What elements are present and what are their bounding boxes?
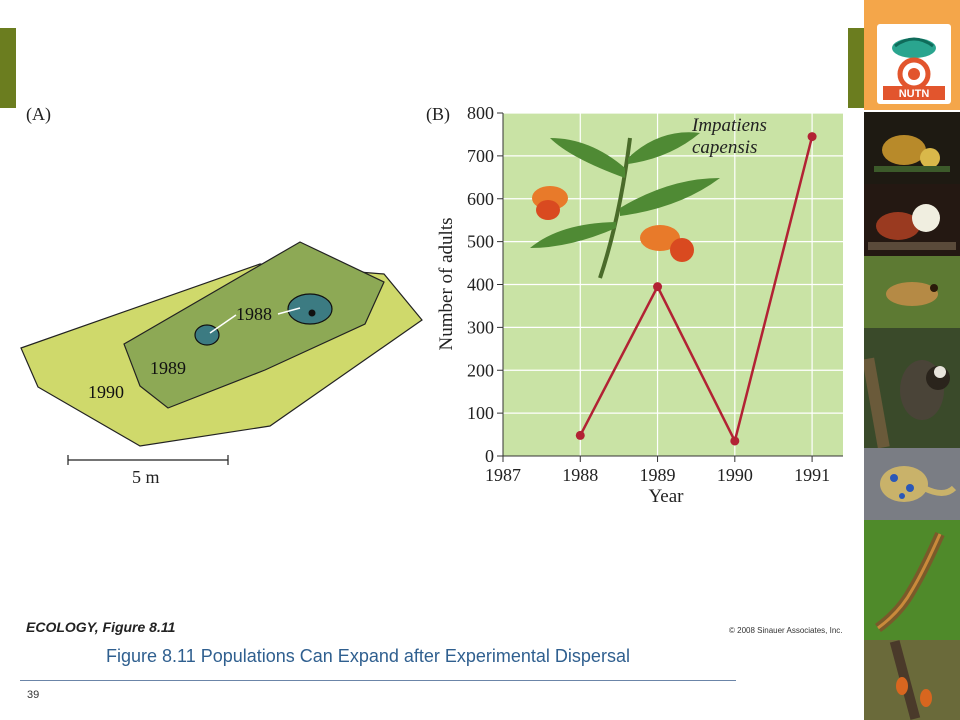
x-tick-label: 1989: [640, 465, 676, 485]
annotation-line-1: Impatiens: [691, 115, 767, 136]
x-tick-labels: 1987 1988 1989 1990 1991: [485, 456, 830, 485]
photo-salamander: [864, 520, 960, 640]
area-1989: [123, 241, 385, 409]
right-accent-bar: [848, 28, 864, 108]
photo-frog-red: [864, 184, 960, 256]
photo-octopus: [864, 448, 960, 520]
monkey-photo: [864, 328, 960, 448]
y-tick-label: 800: [467, 103, 494, 123]
footer-divider: [20, 680, 736, 681]
data-point: [653, 282, 663, 292]
y-tick-labels: 0 100 200 300 400 500 600 700 800: [467, 103, 503, 466]
figure-title-number: Figure 8.11: [98, 619, 176, 635]
y-tick-label: 500: [467, 232, 494, 252]
photo-monkey: [864, 328, 960, 448]
salamander-photo: [864, 520, 960, 640]
x-tick-label: 1990: [717, 465, 753, 485]
left-accent-bar: [0, 28, 16, 108]
y-axis-title: Number of adults: [436, 218, 457, 351]
data-point: [730, 436, 740, 446]
scale-bar: [67, 455, 229, 465]
slide-caption: Figure 8.11 Populations Can Expand after…: [106, 646, 630, 666]
y-tick-label: 400: [467, 275, 494, 295]
y-tick-label: 0: [485, 446, 494, 466]
photo-frog-brown: [864, 256, 960, 328]
label-1990: 1990: [88, 382, 124, 402]
figure-title-book: ECOLOGY,: [26, 619, 99, 635]
data-point: [807, 132, 817, 142]
panel-a-label: (A): [26, 104, 51, 124]
brown-frog-photo: [864, 256, 960, 328]
logo-text: NUTN: [899, 88, 930, 100]
photo-beetles: [864, 640, 960, 720]
release-point: [308, 309, 316, 317]
red-frog-photo: [864, 184, 960, 256]
area-1988-small: [194, 324, 220, 346]
panel-a-map: 1988 1989 1990: [20, 241, 423, 447]
y-tick-label: 200: [467, 360, 494, 380]
copyright-notice: © 2008 Sinauer Associates, Inc.: [729, 626, 843, 635]
series-line: [579, 136, 814, 445]
leader-line-left: [209, 314, 237, 334]
leader-line-right: [277, 307, 301, 315]
x-tick-label: 1988: [562, 465, 598, 485]
photo-frog-yellow: [864, 112, 960, 184]
series-layer: [575, 132, 817, 446]
y-tick-label: 300: [467, 317, 494, 337]
impatiens-illustration: [530, 132, 720, 279]
logo-emblem: NUTN: [883, 37, 945, 100]
scale-label: 5 m: [132, 467, 160, 487]
y-tick-label: 700: [467, 146, 494, 166]
beetles-photo: [864, 640, 960, 720]
label-1988: 1988: [236, 304, 272, 324]
frog-photo: [864, 112, 960, 184]
octopus-photo: [864, 448, 960, 520]
y-tick-label: 100: [467, 403, 494, 423]
y-tick-label: 600: [467, 189, 494, 209]
label-1989: 1989: [150, 358, 186, 378]
panel-b-label: (B): [426, 104, 450, 125]
annotation-line-2: capensis: [692, 137, 757, 158]
panel-b-chart: (B) Impatiens capensis 0 100 200 300 400 500 6…: [426, 103, 843, 507]
x-tick-label: 1987: [485, 465, 521, 485]
page-number: 39: [27, 689, 40, 701]
data-point: [575, 430, 585, 440]
x-tick-label: 1991: [794, 465, 830, 485]
area-1988-large: [287, 293, 333, 325]
university-logo: NUTN: [877, 24, 951, 104]
x-axis-title: Year: [648, 486, 684, 507]
figure-title: ECOLOGY, Figure 8.11: [26, 619, 175, 635]
